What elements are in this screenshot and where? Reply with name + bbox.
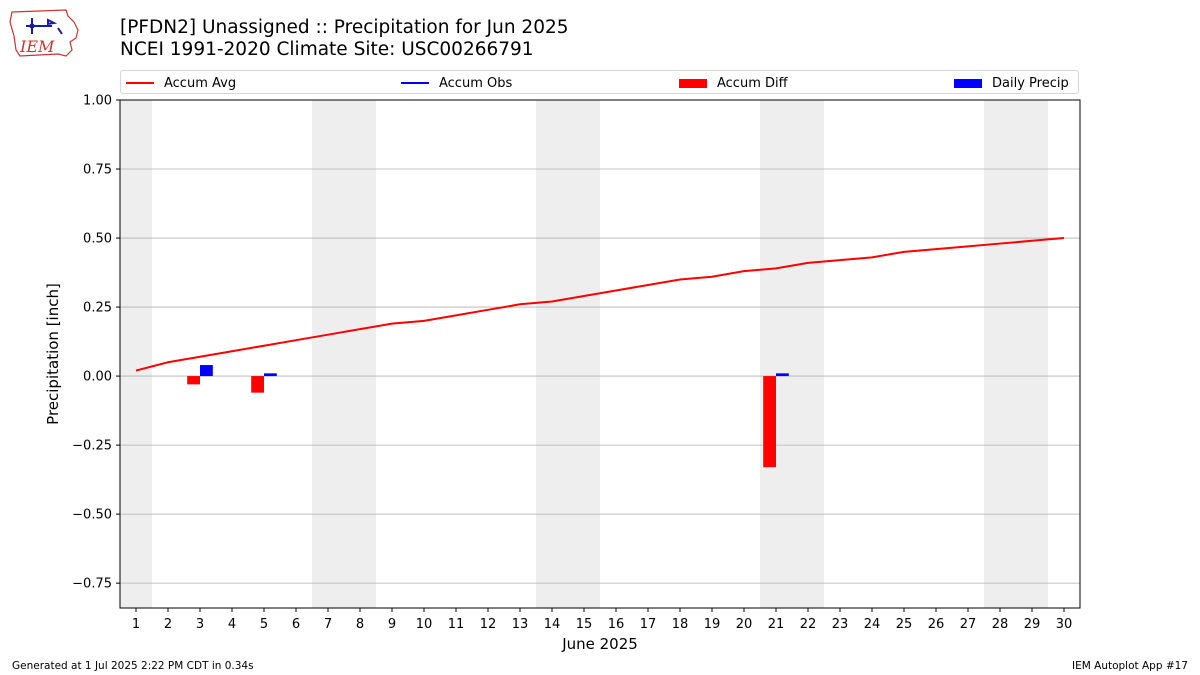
daily-precip-bar (264, 373, 277, 377)
weekend-band (984, 100, 1048, 608)
x-tick-label: 9 (388, 617, 396, 632)
x-tick-label: 6 (292, 617, 300, 632)
title-line-1: [PFDN2] Unassigned :: Precipitation for … (120, 17, 569, 38)
chart-title: [PFDN2] Unassigned :: Precipitation for … (120, 17, 569, 61)
x-tick-label: 21 (768, 617, 785, 632)
x-tick-label: 20 (736, 617, 753, 632)
x-tick-label: 11 (448, 617, 465, 632)
line-marks (135, 237, 1065, 372)
app-credit: IEM Autoplot App #17 (1072, 660, 1188, 672)
y-tick-label: 0.25 (83, 301, 112, 316)
x-tick-label: 12 (480, 617, 497, 632)
weekend-band (760, 100, 824, 608)
x-tick-label: 16 (608, 617, 625, 632)
y-axis-ticks: 1.00 0.75 0.50 0.25 0.00 −0.25 −0.50 −0.75 (72, 94, 120, 592)
x-tick-label: 26 (928, 617, 945, 632)
daily-precip-bar (776, 373, 789, 377)
iem-logo: IEM (9, 9, 79, 57)
y-tick-label: 0.50 (83, 232, 112, 247)
weekend-band (120, 100, 152, 608)
weekend-band (312, 100, 376, 608)
y-tick-label: 1.00 (83, 94, 112, 109)
x-tick-label: 10 (416, 617, 433, 632)
y-tick-label: 0.75 (83, 163, 112, 178)
legend-label-daily-precip: Daily Precip (992, 75, 1069, 91)
x-tick-label: 1 (132, 617, 140, 632)
y-tick-label: −0.25 (72, 439, 112, 454)
y-axis-label: Precipitation [inch] (44, 283, 62, 425)
x-tick-label: 24 (864, 617, 881, 632)
accum-diff-bar (187, 376, 200, 385)
legend-label-accum-obs: Accum Obs (439, 75, 513, 91)
plot-frame (119, 99, 1081, 609)
y-tick-label: 0.00 (83, 370, 112, 385)
x-tick-label: 14 (544, 617, 561, 632)
legend-item-daily-precip: Daily Precip (954, 71, 1069, 95)
y-tick-label: −0.50 (72, 508, 112, 523)
y-tick-label: −0.75 (72, 577, 112, 592)
accum-avg-line (135, 237, 1065, 372)
x-tick-label: 30 (1056, 617, 1073, 632)
x-tick-label: 7 (324, 617, 332, 632)
x-tick-label: 19 (704, 617, 721, 632)
legend-item-accum-avg: Accum Avg (126, 71, 236, 95)
weekend-band (536, 100, 600, 608)
x-tick-label: 22 (800, 617, 817, 632)
x-tick-label: 2 (164, 617, 172, 632)
x-tick-label: 27 (960, 617, 977, 632)
accum-diff-bar (763, 376, 776, 468)
x-tick-label: 13 (512, 617, 529, 632)
iowa-state-outline (9, 9, 79, 57)
x-axis-ticks: 1 2 3 4 5 6 7 8 9 10 11 12 13 14 15 16 17 18 19 20 21 22 23 24 2… (132, 608, 1072, 632)
x-tick-label: 15 (576, 617, 593, 632)
weekend-bands (120, 100, 1048, 608)
x-tick-label: 3 (196, 617, 204, 632)
title-line-2: NCEI 1991-2020 Climate Site: USC00266791 (120, 39, 534, 60)
x-tick-label: 28 (992, 617, 1009, 632)
x-tick-label: 23 (832, 617, 849, 632)
legend-swatch-accum-avg (126, 82, 154, 84)
legend-label-accum-avg: Accum Avg (164, 75, 237, 91)
x-tick-label: 5 (260, 617, 268, 632)
x-tick-label: 17 (640, 617, 657, 632)
legend-swatch-accum-obs (401, 82, 429, 84)
x-axis-label: June 2025 (561, 635, 638, 653)
bar-marks (187, 365, 789, 468)
x-tick-label: 25 (896, 617, 913, 632)
accum-diff-bar (251, 376, 264, 393)
x-tick-label: 4 (228, 617, 236, 632)
generated-timestamp: Generated at 1 Jul 2025 2:22 PM CDT in 0… (12, 660, 254, 672)
x-tick-label: 8 (356, 617, 364, 632)
legend-item-accum-obs: Accum Obs (401, 71, 512, 95)
daily-precip-bar (200, 365, 213, 377)
x-tick-label: 29 (1024, 617, 1041, 632)
x-tick-label: 18 (672, 617, 689, 632)
legend-swatch-daily-precip (954, 78, 982, 88)
legend-swatch-accum-diff (679, 78, 707, 88)
legend-item-accum-diff: Accum Diff (679, 71, 788, 95)
chart-legend: Accum Avg Accum Obs Accum Diff Daily Pre… (120, 70, 1079, 94)
logo-text: IEM (19, 37, 55, 56)
legend-label-accum-diff: Accum Diff (717, 75, 788, 91)
